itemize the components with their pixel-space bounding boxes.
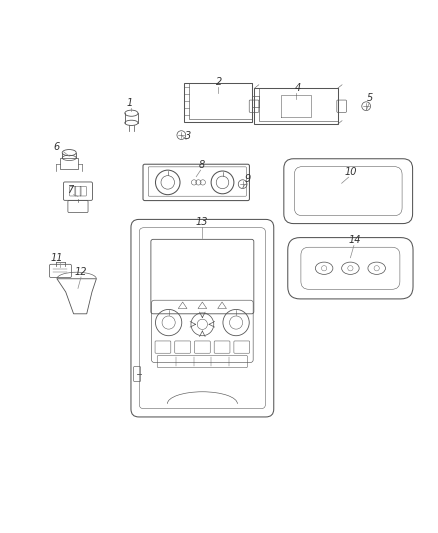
- Text: 13: 13: [195, 217, 208, 227]
- Text: 11: 11: [51, 253, 63, 263]
- Text: 9: 9: [244, 174, 251, 184]
- Text: 5: 5: [367, 93, 373, 103]
- Text: 2: 2: [216, 77, 222, 87]
- Text: 6: 6: [54, 142, 60, 152]
- Text: 4: 4: [295, 84, 301, 93]
- Text: 14: 14: [349, 236, 361, 246]
- Text: 1: 1: [126, 98, 132, 108]
- Text: 10: 10: [344, 167, 357, 177]
- Text: 8: 8: [198, 160, 205, 170]
- Text: 12: 12: [75, 267, 87, 277]
- Text: 3: 3: [185, 131, 191, 141]
- Text: 7: 7: [67, 184, 73, 195]
